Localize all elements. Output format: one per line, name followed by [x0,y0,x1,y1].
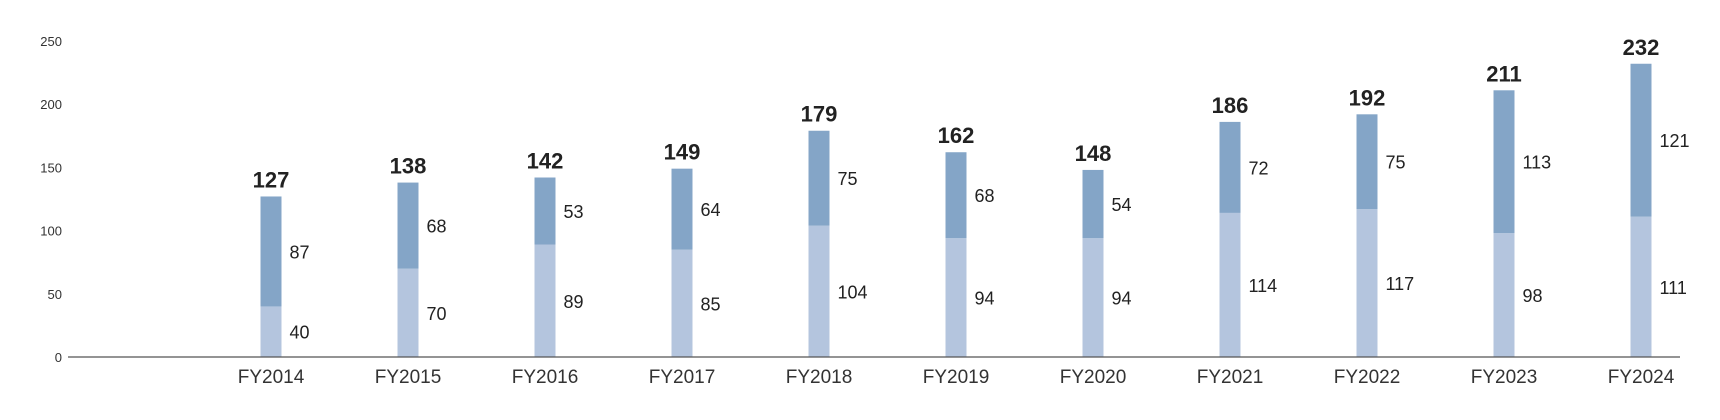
bar-segment [1356,114,1378,210]
total-value-label: 142 [527,149,564,174]
x-tick-label: FY2016 [512,367,579,388]
segment-value-label: 72 [1249,158,1269,178]
y-tick-label: 0 [55,350,62,365]
segment-value-label: 104 [838,282,868,302]
bar-segment [945,238,967,357]
total-value-label: 138 [390,154,427,179]
bar-segment [534,177,556,245]
bar-segment [260,306,282,357]
segment-value-label: 87 [290,242,310,262]
total-value-label: 192 [1349,85,1386,110]
segment-value-label: 114 [1249,276,1278,296]
segment-value-label: 68 [975,186,995,206]
y-tick-label: 100 [40,224,62,239]
bar-segment [1356,209,1378,357]
bar-segment [671,249,693,357]
bar-segment [1082,238,1104,357]
segment-value-label: 121 [1660,131,1690,151]
bar-segment [534,244,556,357]
bar-segment [808,225,830,357]
x-tick-label: FY2020 [1060,367,1127,388]
bar-segment [1493,233,1515,357]
bar-segment [260,196,282,307]
segment-value-label: 70 [427,304,447,324]
segment-value-label: 94 [1112,289,1132,309]
y-tick-label: 200 [40,97,62,112]
x-tick-label: FY2021 [1197,367,1264,388]
y-tick-label: 150 [40,160,62,175]
segment-value-label: 75 [1386,153,1406,173]
total-value-label: 179 [801,102,838,127]
total-value-label: 186 [1212,93,1249,118]
total-value-label: 149 [664,140,701,165]
bar-segment [1630,216,1652,357]
bar-segment [808,130,830,226]
segment-value-label: 68 [427,217,447,237]
x-tick-label: FY2018 [786,367,853,388]
segment-value-label: 111 [1660,278,1687,298]
segment-value-label: 85 [701,294,721,314]
total-value-label: 148 [1075,141,1112,166]
total-value-label: 127 [253,167,290,192]
bar-segment [397,182,419,269]
x-tick-label: FY2022 [1334,367,1401,388]
segment-value-label: 64 [701,200,721,220]
segment-value-label: 53 [564,202,584,222]
y-tick-label: 50 [48,287,62,302]
bar-segment [397,268,419,357]
x-tick-label: FY2023 [1471,367,1538,388]
segment-value-label: 113 [1523,153,1552,173]
segment-value-label: 89 [564,292,584,312]
bar-segment [945,152,967,239]
x-tick-label: FY2019 [923,367,990,388]
x-tick-label: FY2024 [1608,367,1675,388]
bar-segment [1219,212,1241,357]
y-tick-label: 250 [40,34,62,49]
total-value-label: 232 [1623,35,1660,60]
total-value-label: 211 [1486,61,1522,86]
segment-value-label: 117 [1386,274,1415,294]
bar-segment [1493,90,1515,234]
x-tick-label: FY2015 [375,367,442,388]
total-value-label: 162 [938,123,975,148]
segment-value-label: 94 [975,289,995,309]
x-tick-label: FY2014 [238,367,305,388]
segment-value-label: 40 [290,323,310,343]
segment-value-label: 75 [838,169,858,189]
bar-segment [671,168,693,250]
segment-value-label: 98 [1523,286,1543,306]
bar-segment [1630,63,1652,217]
x-tick-label: FY2017 [649,367,716,388]
bar-segment [1082,169,1104,239]
bar-segment [1219,121,1241,213]
segment-value-label: 54 [1112,195,1132,215]
